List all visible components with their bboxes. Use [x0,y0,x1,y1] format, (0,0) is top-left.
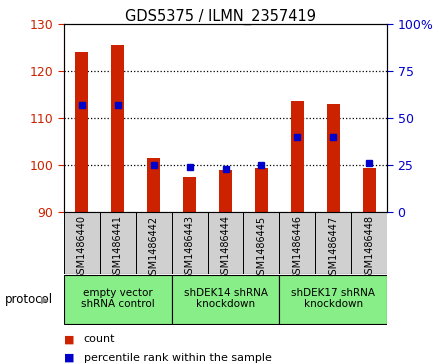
Text: GSM1486446: GSM1486446 [292,216,302,281]
Bar [172,275,279,324]
Bar [363,167,375,212]
Bar [172,212,208,274]
Bar [279,275,387,324]
Bar [291,101,304,212]
Text: percentile rank within the sample: percentile rank within the sample [84,352,271,363]
Text: GSM1486442: GSM1486442 [149,216,159,281]
Bar [64,212,100,274]
Text: shDEK17 shRNA
knockdown: shDEK17 shRNA knockdown [291,287,375,309]
Text: shDEK14 shRNA
knockdown: shDEK14 shRNA knockdown [183,287,268,309]
Text: GSM1486444: GSM1486444 [220,216,231,281]
Bar [64,275,172,324]
Bar [315,212,351,274]
Text: GSM1486443: GSM1486443 [184,216,194,281]
Text: GSM1486445: GSM1486445 [257,216,267,281]
Bar [111,45,124,212]
Text: ■: ■ [64,334,74,344]
Bar [136,212,172,274]
Bar [100,212,136,274]
Text: GSM1486441: GSM1486441 [113,216,123,281]
Bar [147,158,160,212]
Text: GSM1486440: GSM1486440 [77,216,87,281]
Text: count: count [84,334,115,344]
Text: GSM1486447: GSM1486447 [328,216,338,281]
Text: ■: ■ [64,352,74,363]
Bar [351,212,387,274]
Text: empty vector
shRNA control: empty vector shRNA control [81,287,154,309]
Text: ▶: ▶ [41,294,48,305]
Text: GSM1486448: GSM1486448 [364,216,374,281]
Bar [219,170,232,212]
Bar [243,212,279,274]
Bar [279,212,315,274]
Bar [255,167,268,212]
Bar [183,177,196,212]
Bar [76,52,88,212]
Text: protocol: protocol [4,293,52,306]
Bar [327,104,340,212]
Text: GDS5375 / ILMN_2357419: GDS5375 / ILMN_2357419 [125,9,315,25]
Bar [208,212,243,274]
